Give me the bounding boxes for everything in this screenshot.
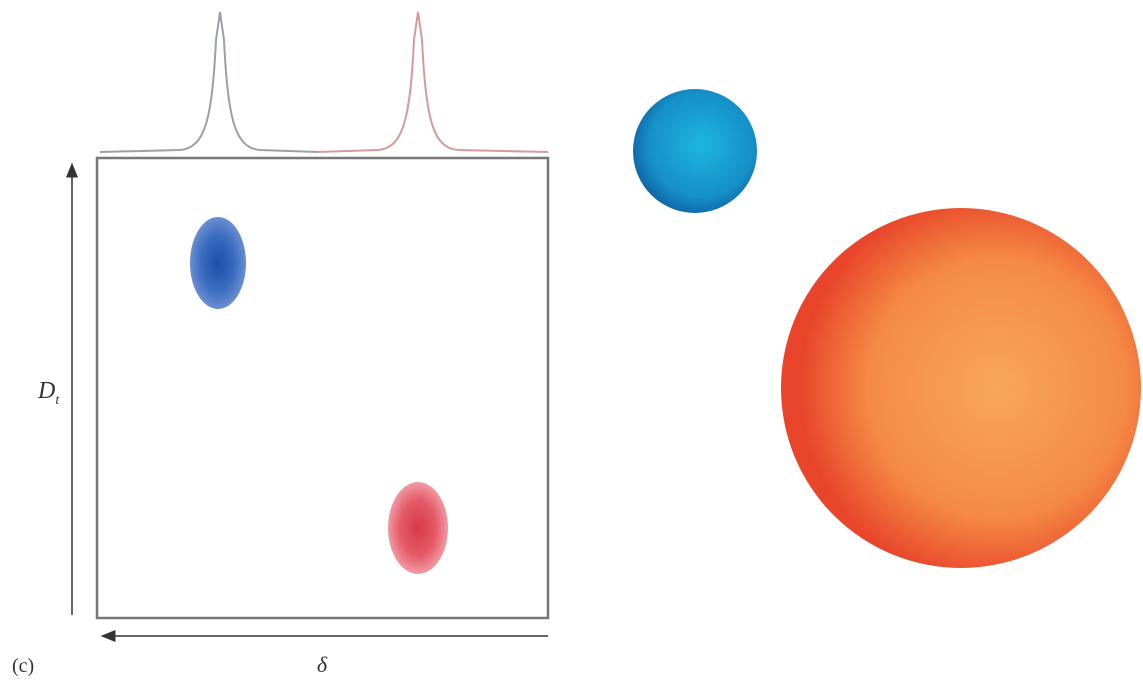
spectrum-gray	[99, 11, 319, 153]
peak-blue	[190, 217, 246, 309]
peak-red	[388, 482, 448, 574]
small-sphere	[633, 89, 757, 213]
x-axis-label: δ	[317, 652, 328, 677]
y-axis-label-sub: t	[55, 393, 60, 408]
spectrum-red	[317, 11, 549, 153]
y-axis-label: Dt	[37, 378, 60, 408]
panel-label: (c)	[12, 655, 34, 677]
y-axis-label-main: D	[37, 378, 55, 404]
plot-frame	[95, 156, 550, 620]
large-sphere	[781, 208, 1141, 568]
